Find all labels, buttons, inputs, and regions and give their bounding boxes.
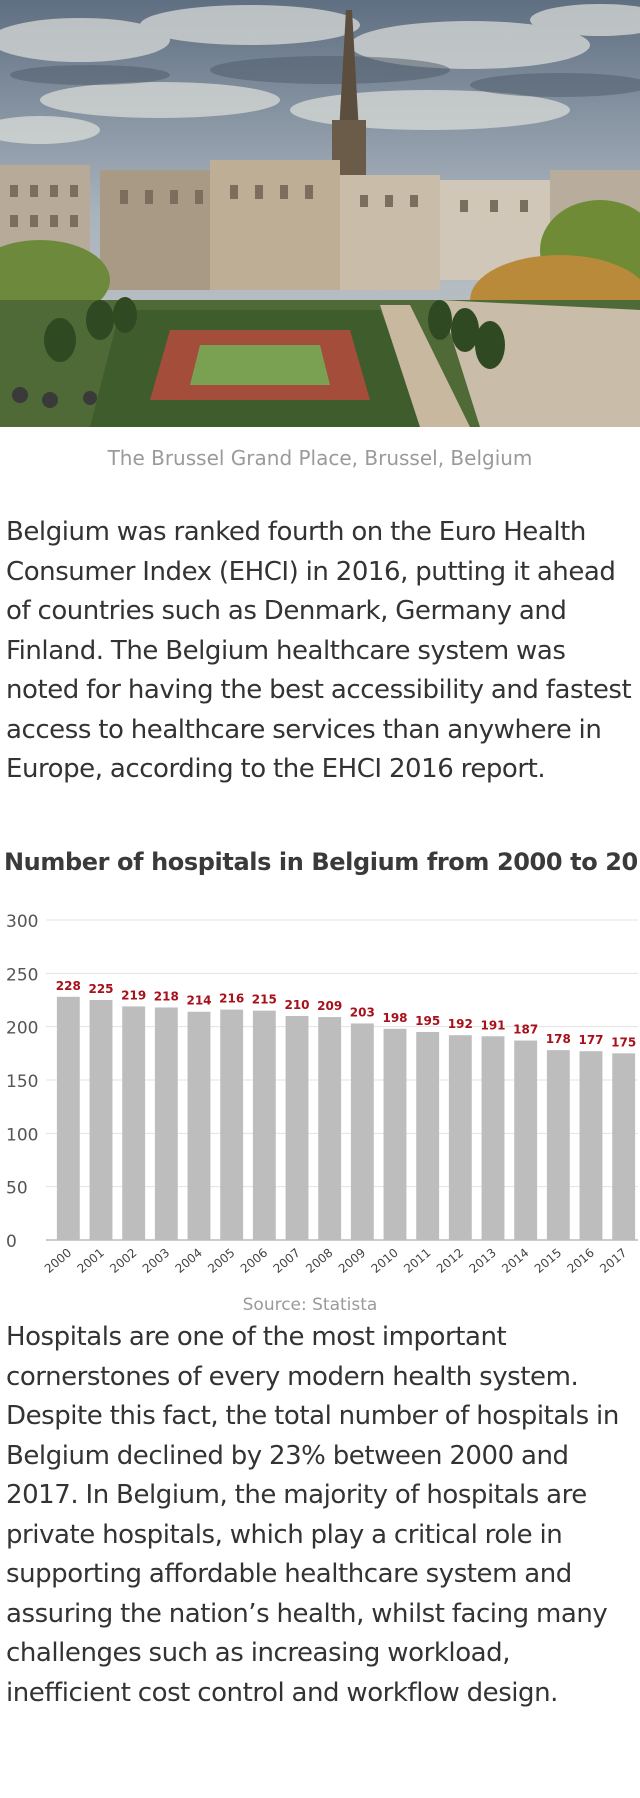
bar <box>546 1050 570 1240</box>
data-label: 218 <box>154 989 179 1003</box>
bar <box>89 1000 113 1240</box>
photo-caption: The Brussel Grand Place, Brussel, Belgiu… <box>107 446 533 470</box>
intro-paragraph: Belgium was ranked fourth on the Euro He… <box>6 517 632 784</box>
data-label: 177 <box>578 1033 603 1047</box>
x-tick-label: 2004 <box>173 1246 205 1276</box>
x-tick-label: 2000 <box>42 1246 74 1276</box>
bar <box>122 1006 146 1240</box>
data-label: 215 <box>252 993 277 1007</box>
data-label: 187 <box>513 1023 538 1037</box>
data-label: 228 <box>56 979 81 993</box>
bar <box>350 1023 374 1240</box>
x-tick-label: 2015 <box>532 1246 564 1276</box>
x-tick-label: 2002 <box>107 1246 139 1276</box>
bar <box>285 1016 309 1240</box>
data-label: 175 <box>611 1035 636 1049</box>
x-tick-label: 2016 <box>565 1246 597 1276</box>
bar-chart: 0 50 100 150 200 250 300 228 2000 225 2001 219 2002 2… <box>0 895 640 1285</box>
x-tick-label: 2013 <box>467 1246 499 1276</box>
y-tick-label: 150 <box>6 1072 38 1092</box>
y-tick-label: 250 <box>6 965 38 985</box>
x-tick-label: 2003 <box>140 1246 172 1276</box>
x-tick-label: 2005 <box>205 1246 237 1276</box>
x-tick-label: 2006 <box>238 1246 270 1276</box>
data-label: 219 <box>121 988 146 1002</box>
x-tick-label: 2007 <box>271 1246 303 1276</box>
data-label: 216 <box>219 992 244 1006</box>
data-label: 191 <box>480 1018 505 1032</box>
bar <box>220 1009 244 1240</box>
x-tick-label: 2009 <box>336 1246 368 1276</box>
hero-photo <box>0 0 640 427</box>
x-tick-label: 2014 <box>499 1246 531 1276</box>
y-tick-label: 0 <box>6 1232 17 1252</box>
data-label: 214 <box>186 994 211 1008</box>
bar <box>514 1040 538 1240</box>
x-tick-label: 2008 <box>303 1246 335 1276</box>
data-label: 225 <box>88 982 113 996</box>
y-tick-label: 300 <box>6 912 38 932</box>
bar <box>56 996 80 1240</box>
bar <box>187 1011 211 1240</box>
body-paragraph: Hospitals are one of the most important … <box>6 1322 619 1708</box>
data-label: 192 <box>448 1017 473 1031</box>
x-tick-label: 2012 <box>434 1246 466 1276</box>
bar <box>579 1051 603 1240</box>
bar <box>612 1053 636 1240</box>
x-tick-label: 2011 <box>401 1246 433 1276</box>
data-label: 203 <box>350 1005 375 1019</box>
bar <box>252 1010 276 1240</box>
data-label: 178 <box>546 1032 571 1046</box>
bar <box>416 1032 440 1240</box>
x-tick-label: 2001 <box>75 1246 107 1276</box>
bar <box>448 1035 472 1240</box>
data-label: 195 <box>415 1014 440 1028</box>
data-label: 210 <box>284 998 309 1012</box>
bar <box>318 1017 342 1240</box>
y-tick-label: 200 <box>6 1019 38 1039</box>
chart-title: Number of hospitals in Belgium from 2000… <box>4 848 640 876</box>
chart-source: Source: Statista <box>242 1295 378 1315</box>
y-tick-label: 50 <box>6 1179 28 1199</box>
x-tick-label: 2010 <box>369 1246 401 1276</box>
data-label: 198 <box>382 1011 407 1025</box>
data-label: 209 <box>317 999 342 1013</box>
bar <box>154 1007 178 1240</box>
x-tick-label: 2017 <box>597 1246 629 1276</box>
bar <box>481 1036 505 1240</box>
bar <box>383 1028 407 1240</box>
y-tick-label: 100 <box>6 1125 38 1145</box>
